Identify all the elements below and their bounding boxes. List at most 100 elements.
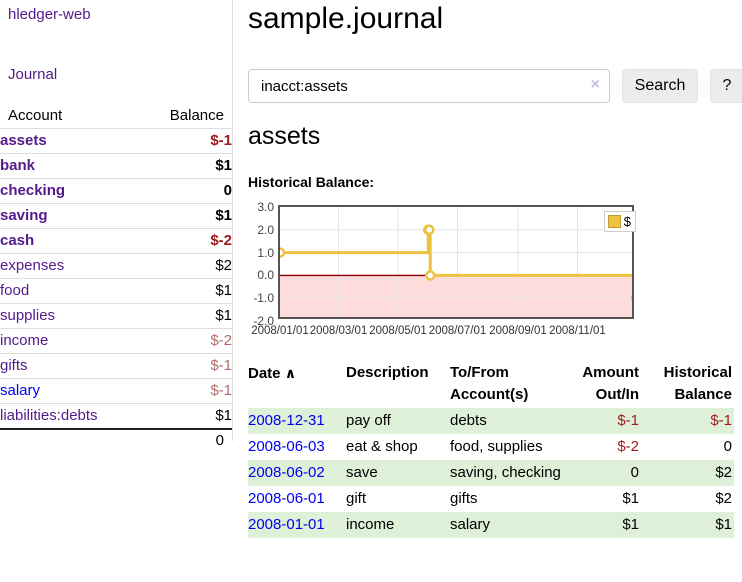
transaction-date-link[interactable]: 2008-12-31 — [248, 412, 325, 429]
search-field-wrap: × — [248, 69, 610, 103]
transaction-accounts: saving, checking — [450, 464, 561, 481]
register-row: 2008-06-02 save saving, checking 0 $2 — [248, 460, 734, 486]
accounts-total-row: 0 — [0, 428, 232, 452]
account-link-assets[interactable]: assets — [0, 132, 47, 149]
x-axis-tick-label: 2008/01/01 — [251, 325, 309, 337]
transaction-description: gift — [346, 490, 367, 507]
page-title: sample.journal — [248, 2, 444, 35]
transaction-description: save — [346, 464, 378, 481]
x-axis-tick-label: 2008/03/01 — [309, 325, 368, 337]
account-link-food[interactable]: food — [0, 282, 30, 299]
accounts-col-balance: Balance — [169, 107, 224, 124]
y-axis-tick-label: 3.0 — [257, 200, 274, 214]
account-balance: $1 — [215, 407, 232, 424]
transaction-date-link[interactable]: 2008-01-01 — [248, 516, 325, 533]
register-row: 2008-12-31 pay off debts $-1 $-1 — [248, 408, 734, 434]
sort-ascending-icon: ∧ — [284, 365, 297, 381]
transaction-description: eat & shop — [346, 438, 418, 455]
register-col-date-label: Date — [248, 365, 281, 382]
register-table: Date ∧ Description To/From Account(s) Am… — [248, 360, 734, 538]
register-col-amount: Amount Out/In — [582, 364, 639, 403]
chart-title: Historical Balance: — [248, 174, 375, 190]
account-link-gifts[interactable]: gifts — [0, 357, 28, 374]
account-link-liabilities-debts[interactable]: liabilities:debts — [0, 407, 98, 424]
transaction-description: income — [346, 516, 395, 533]
account-heading: assets — [248, 122, 321, 150]
register-body: 2008-12-31 pay off debts $-1 $-1 2008-06-03 ea… — [248, 408, 734, 538]
account-link-salary[interactable]: salary — [0, 382, 41, 399]
account-row: income $-2 — [0, 329, 232, 354]
register-row: 2008-06-03 eat & shop food, supplies $-2 0 — [248, 434, 734, 460]
accounts-body: assets $-1 bank $1 checking 0 saving $1 cash $-2 e… — [0, 129, 232, 430]
legend-swatch-icon — [607, 215, 621, 228]
account-link-income[interactable]: income — [0, 332, 49, 349]
transaction-accounts: gifts — [450, 490, 478, 507]
transaction-accounts: food, supplies — [450, 438, 543, 455]
balance-chart[interactable]: 3.0 2.0 1.0 0.0 -1.0 -2.0 2008/01/01 2008/03/01… — [248, 198, 642, 343]
search-input[interactable] — [248, 69, 610, 103]
account-balance: $-2 — [210, 232, 232, 249]
register-row: 2008-06-01 gift gifts $1 $2 — [248, 486, 734, 512]
transaction-balance: $2 — [715, 464, 732, 481]
account-link-saving[interactable]: saving — [0, 207, 48, 224]
transaction-balance: $2 — [715, 490, 732, 507]
account-balance: $1 — [215, 207, 232, 224]
account-link-supplies[interactable]: supplies — [0, 307, 56, 324]
clear-search-icon[interactable]: × — [590, 76, 600, 93]
register-col-description: Description — [346, 364, 429, 381]
account-row: cash $-2 — [0, 229, 232, 254]
account-balance: $2 — [215, 257, 232, 274]
account-link-checking[interactable]: checking — [0, 182, 66, 199]
account-link-cash[interactable]: cash — [0, 232, 35, 249]
register-col-accounts: To/From Account(s) — [450, 364, 529, 403]
register-col-date[interactable]: Date ∧ — [248, 360, 346, 408]
transaction-accounts: debts — [450, 412, 487, 429]
account-row: saving $1 — [0, 204, 232, 229]
app-brand-link[interactable]: hledger-web — [8, 6, 91, 23]
register-row: 2008-01-01 income salary $1 $1 — [248, 512, 734, 538]
nav-journal-link[interactable]: Journal — [8, 66, 58, 83]
x-axis-tick-label: 2008/11/01 — [549, 325, 606, 337]
account-link-bank[interactable]: bank — [0, 157, 36, 174]
transaction-amount: $-2 — [617, 438, 639, 455]
account-link-expenses[interactable]: expenses — [0, 257, 65, 274]
sidebar: hledger-web Journal Account Balance asse… — [0, 0, 233, 452]
x-axis-tick-label: 2008/07/01 — [428, 325, 487, 337]
transaction-date-link[interactable]: 2008-06-02 — [248, 464, 325, 481]
transaction-accounts: salary — [450, 516, 491, 533]
accounts-col-account: Account — [8, 107, 63, 124]
transaction-balance: $-1 — [710, 412, 732, 429]
y-axis-tick-label: 0.0 — [257, 268, 274, 283]
accounts-header-row: Account Balance — [0, 104, 232, 129]
legend-series-label: $ — [623, 214, 631, 229]
y-axis-tick-label: -2.0 — [253, 314, 274, 328]
y-axis-tick-label: 2.0 — [257, 222, 274, 237]
transaction-description: pay off — [346, 412, 391, 429]
account-balance: $-1 — [210, 132, 232, 149]
transaction-balance: $1 — [715, 516, 732, 533]
account-row: bank $1 — [0, 154, 232, 179]
account-row: supplies $1 — [0, 304, 232, 329]
account-balance: $1 — [215, 157, 232, 174]
search-button[interactable]: Search — [622, 69, 698, 103]
y-axis-tick-label: 1.0 — [257, 245, 274, 260]
accounts-total-spacer — [0, 428, 142, 452]
account-row: assets $-1 — [0, 129, 232, 154]
account-balance: $-2 — [210, 332, 232, 349]
account-balance: $1 — [215, 307, 232, 324]
account-row: gifts $-1 — [0, 354, 232, 379]
account-row: food $1 — [0, 279, 232, 304]
register-col-balance: Historical Balance — [663, 364, 732, 403]
account-balance: 0 — [223, 182, 232, 199]
help-button[interactable]: ? — [710, 69, 742, 103]
transaction-date-link[interactable]: 2008-06-01 — [248, 490, 325, 507]
main-content: sample.journal × Search ? assets Histori… — [248, 0, 742, 582]
transaction-date-link[interactable]: 2008-06-03 — [248, 438, 325, 455]
account-balance: $1 — [215, 282, 232, 299]
accounts-table: Account Balance assets $-1 bank $1 checking 0… — [0, 104, 232, 452]
account-balance: $-1 — [210, 357, 232, 374]
account-balance: $-1 — [210, 382, 232, 399]
chart-plot-area[interactable] — [278, 205, 634, 319]
x-axis-tick-label: 2008/05/01 — [369, 325, 427, 337]
